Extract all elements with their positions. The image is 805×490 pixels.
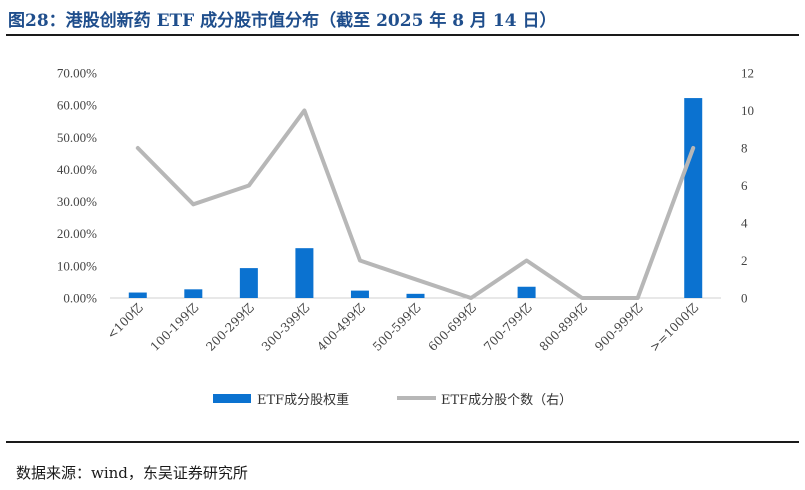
category-label: 200-299亿 [203, 300, 257, 354]
right-tick-label: 12 [741, 66, 754, 81]
source-note: 数据来源：wind，东吴证券研究所 [16, 464, 248, 482]
top-rule [6, 34, 799, 36]
left-tick-label: 20.00% [57, 226, 97, 241]
bar [684, 98, 703, 298]
left-axis-ticks: 0.00% 10.00% 20.00% 30.00% 40.00% 50.00% 60.00… [57, 66, 97, 306]
bar [128, 292, 147, 298]
category-label: 500-599亿 [369, 300, 423, 354]
right-tick-label: 2 [741, 253, 748, 268]
left-tick-label: 40.00% [57, 162, 97, 177]
right-tick-label: 0 [741, 291, 748, 306]
chart: 0.00% 10.00% 20.00% 30.00% 40.00% 50.00% 60.00… [57, 66, 754, 409]
category-label: 100-199亿 [147, 300, 201, 354]
right-axis-ticks: 0 2 4 6 8 10 12 [741, 66, 754, 306]
category-label: >=1000亿 [646, 300, 701, 355]
right-tick-label: 8 [741, 141, 748, 156]
legend: ETF成分股权重 ETF成分股个数（右） [213, 392, 572, 408]
bar [350, 290, 369, 298]
category-label: 700-799亿 [480, 300, 534, 354]
legend-line-label: ETF成分股个数（右） [441, 393, 572, 408]
bar [517, 286, 536, 298]
left-tick-label: 70.00% [57, 66, 97, 81]
right-tick-label: 10 [741, 103, 754, 118]
left-tick-label: 50.00% [57, 130, 97, 145]
category-label: 600-699亿 [425, 300, 479, 354]
category-label: <100亿 [103, 300, 145, 342]
left-tick-label: 10.00% [57, 258, 97, 273]
bar-series [128, 98, 703, 298]
legend-bar-label: ETF成分股权重 [257, 392, 349, 408]
category-label: 300-399亿 [258, 300, 312, 354]
category-label: 400-499亿 [314, 300, 368, 354]
category-label: 900-999亿 [591, 300, 645, 354]
bar [239, 268, 258, 298]
line-series [135, 108, 696, 300]
category-label: 800-899亿 [536, 300, 590, 354]
right-tick-label: 4 [741, 216, 748, 231]
left-tick-label: 60.00% [57, 98, 97, 113]
left-tick-label: 0.00% [63, 291, 97, 306]
bottom-rule [6, 441, 799, 443]
right-tick-label: 6 [741, 178, 748, 193]
bar [184, 289, 203, 298]
bar [406, 293, 425, 298]
left-tick-label: 30.00% [57, 194, 97, 209]
category-labels: <100亿 100-199亿 200-299亿 300-399亿 400-499亿 500… [103, 300, 701, 355]
bar [295, 248, 314, 298]
legend-bar-swatch [213, 394, 251, 403]
figure-title: 图28：港股创新药 ETF 成分股市值分布（截至 2025 年 8 月 14 日… [8, 11, 557, 31]
